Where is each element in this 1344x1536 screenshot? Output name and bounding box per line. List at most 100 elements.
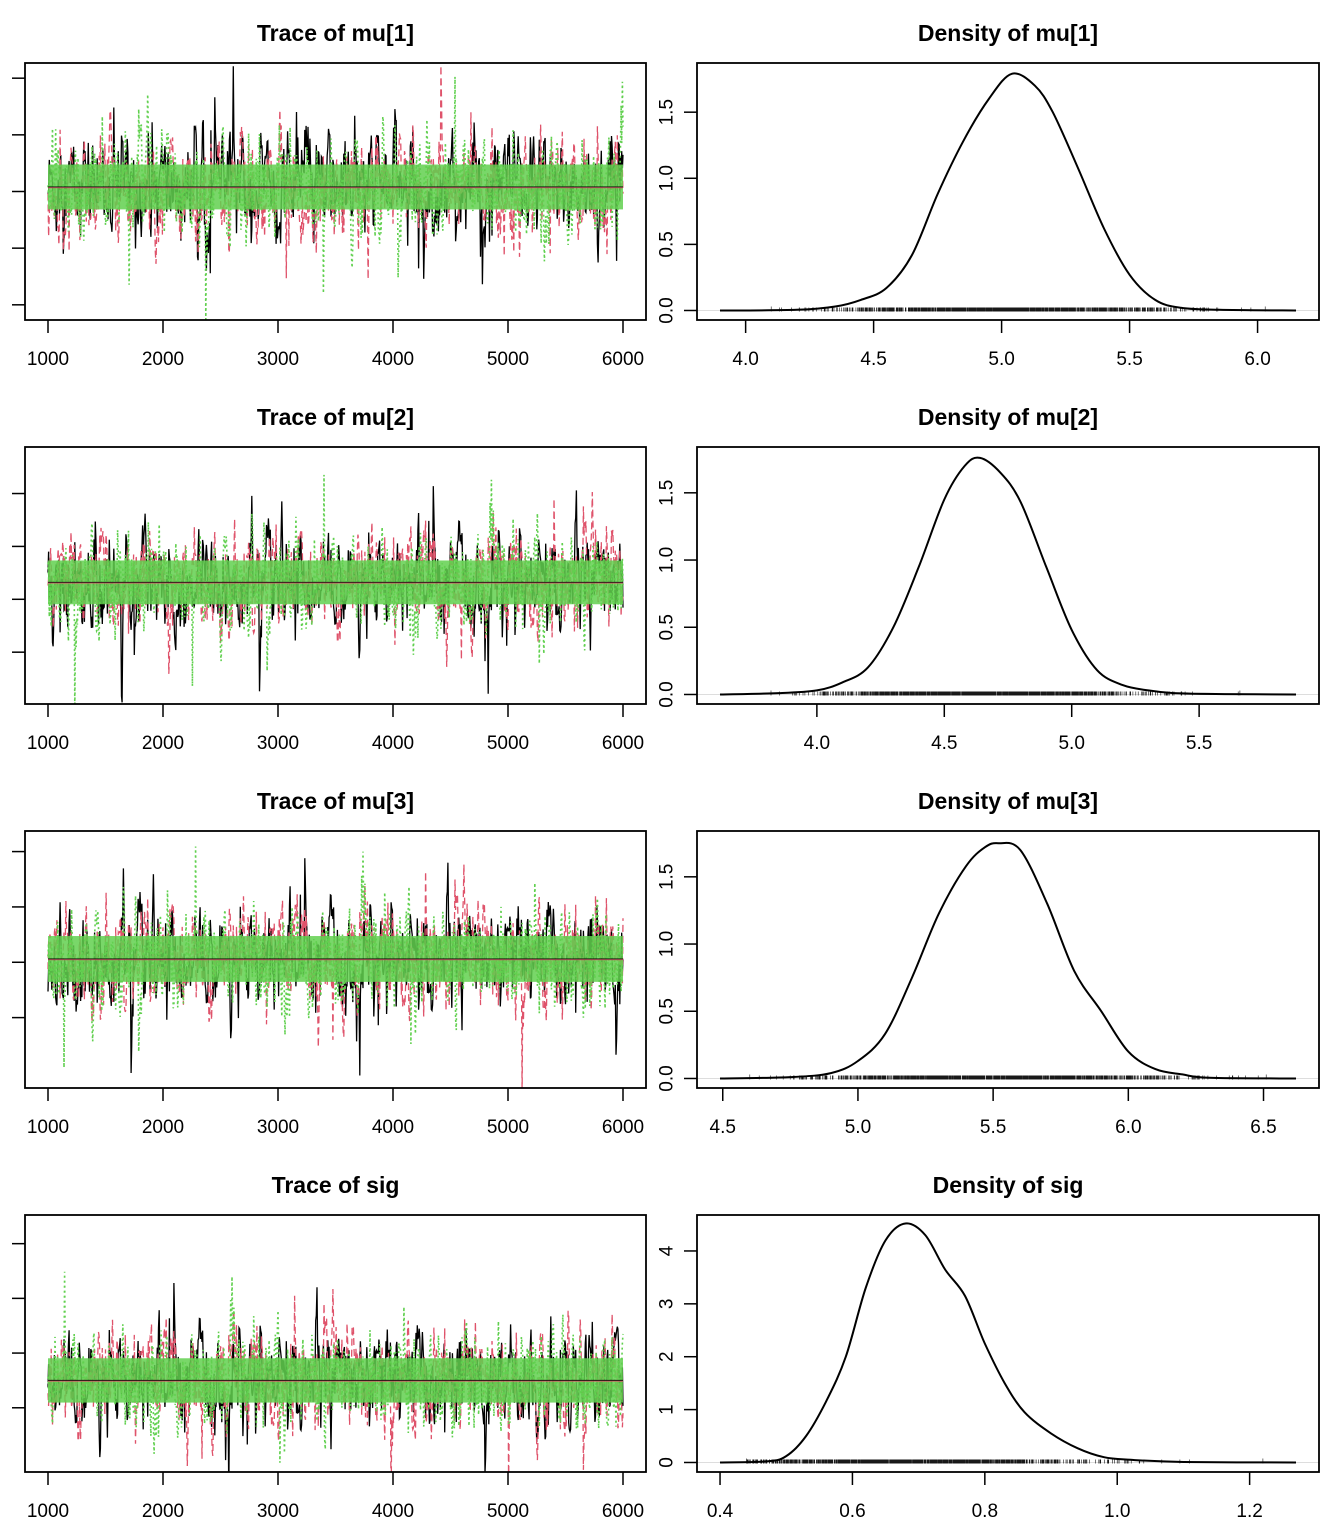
x-tick-label: 6000 bbox=[602, 1117, 644, 1138]
plot-area bbox=[47, 846, 624, 1088]
x-tick-label: 2000 bbox=[142, 1501, 184, 1522]
rug-marks bbox=[746, 1458, 1264, 1464]
x-tick-label: 4000 bbox=[372, 1117, 414, 1138]
chart-title: Trace of mu[1] bbox=[257, 20, 414, 46]
trace-sig-panel: Trace of sig 1000 2000 3000 4000 5000 6000 bbox=[12, 1172, 647, 1522]
density-mu2-panel: Density of mu[2] 0.0 0.5 1.0 1.5 4.0 4.5 5.0 5.5 bbox=[657, 404, 1320, 754]
x-tick-label: 6.0 bbox=[1115, 1117, 1141, 1138]
x-tick-label: 5000 bbox=[487, 733, 529, 754]
plot-area bbox=[47, 474, 624, 704]
density-curve bbox=[719, 456, 1297, 696]
x-tick-label: 4.5 bbox=[931, 733, 957, 754]
y-tick-label: 0.0 bbox=[657, 1065, 678, 1091]
x-tick-label: 5.0 bbox=[845, 1117, 871, 1138]
trace-line-chain-3 bbox=[47, 1271, 624, 1463]
rug-marks bbox=[770, 306, 1266, 312]
x-tick-label: 5.5 bbox=[1116, 349, 1142, 370]
y-tick-label: 1.0 bbox=[657, 547, 678, 573]
x-tick-label: 6000 bbox=[602, 349, 644, 370]
x-tick-label: 1.2 bbox=[1236, 1501, 1262, 1522]
y-tick-label: 0 bbox=[657, 1457, 678, 1468]
x-tick-label: 1000 bbox=[27, 1501, 69, 1522]
trace-mu3-panel: Trace of mu[3] 1000 2000 3000 4000 5000 6000 bbox=[12, 788, 647, 1138]
x-tick-label: 4.0 bbox=[804, 733, 830, 754]
x-tick-label: 1.0 bbox=[1104, 1501, 1130, 1522]
x-tick-label: 6000 bbox=[602, 733, 644, 754]
chart-title: Density of sig bbox=[933, 1172, 1084, 1198]
y-tick-label: 1 bbox=[657, 1404, 678, 1415]
chart-title: Trace of sig bbox=[272, 1172, 400, 1198]
x-tick-label: 5000 bbox=[487, 349, 529, 370]
x-tick-label: 1000 bbox=[27, 1117, 69, 1138]
x-tick-label: 3000 bbox=[257, 1117, 299, 1138]
y-tick-label: 4 bbox=[657, 1245, 678, 1256]
x-tick-label: 4000 bbox=[372, 349, 414, 370]
rug-marks bbox=[770, 690, 1241, 696]
y-tick-label: 1.0 bbox=[657, 165, 678, 191]
x-tick-label: 5.0 bbox=[1058, 733, 1084, 754]
density-curve bbox=[719, 72, 1297, 312]
y-tick-label: 1.5 bbox=[657, 864, 678, 890]
x-tick-label: 0.6 bbox=[839, 1501, 865, 1522]
x-tick-label: 5000 bbox=[487, 1501, 529, 1522]
chart-title: Trace of mu[3] bbox=[257, 788, 414, 814]
trace-mu2-panel: Trace of mu[2] 1000 2000 3000 4000 5000 6000 bbox=[12, 404, 647, 754]
x-tick-label: 4.0 bbox=[732, 349, 758, 370]
density-curve bbox=[719, 841, 1297, 1080]
y-tick-label: 1.0 bbox=[657, 931, 678, 957]
plot-frame bbox=[24, 830, 647, 1089]
plot-frame bbox=[24, 446, 647, 705]
plot-area bbox=[697, 72, 1319, 312]
density-sig-panel: Density of sig 0 1 2 3 4 0.4 0.6 0.8 1.0 1.2 bbox=[657, 1172, 1320, 1522]
x-tick-label: 3000 bbox=[257, 349, 299, 370]
x-tick-label: 5.5 bbox=[1186, 733, 1212, 754]
y-tick-label: 3 bbox=[657, 1299, 678, 1310]
y-tick-label: 0.5 bbox=[657, 231, 678, 257]
x-tick-label: 4000 bbox=[372, 733, 414, 754]
y-tick-label: 2 bbox=[657, 1351, 678, 1362]
x-tick-label: 2000 bbox=[142, 733, 184, 754]
y-tick-label: 0.5 bbox=[657, 614, 678, 640]
x-tick-label: 5.5 bbox=[980, 1117, 1006, 1138]
plot-frame bbox=[696, 830, 1320, 1089]
y-tick-label: 0.0 bbox=[657, 297, 678, 323]
x-tick-label: 1000 bbox=[27, 733, 69, 754]
x-tick-label: 4000 bbox=[372, 1501, 414, 1522]
rug-marks bbox=[749, 1074, 1267, 1080]
chart-title: Density of mu[3] bbox=[918, 788, 1098, 814]
plot-frame bbox=[696, 62, 1320, 321]
trace-line-chain-3 bbox=[47, 76, 624, 320]
y-tick-label: 0.5 bbox=[657, 998, 678, 1024]
x-tick-label: 4.5 bbox=[710, 1117, 736, 1138]
density-mu1-panel: Density of mu[1] 0.0 0.5 1.0 1.5 4.0 4.5 5.0 5.5… bbox=[657, 20, 1320, 370]
x-tick-label: 1000 bbox=[27, 349, 69, 370]
x-tick-label: 2000 bbox=[142, 349, 184, 370]
plot-area bbox=[47, 65, 624, 320]
plot-frame bbox=[24, 1214, 647, 1473]
chart-title: Trace of mu[2] bbox=[257, 404, 414, 430]
x-tick-label: 4.5 bbox=[860, 349, 886, 370]
y-tick-label: 0.0 bbox=[657, 681, 678, 707]
plot-frame bbox=[696, 1214, 1320, 1473]
x-tick-label: 3000 bbox=[257, 733, 299, 754]
x-tick-label: 2000 bbox=[142, 1117, 184, 1138]
chart-title: Density of mu[1] bbox=[918, 20, 1098, 46]
density-curve bbox=[719, 1222, 1297, 1464]
plot-area bbox=[697, 1222, 1319, 1464]
x-tick-label: 6000 bbox=[602, 1501, 644, 1522]
x-tick-label: 5.0 bbox=[988, 349, 1014, 370]
x-tick-label: 0.4 bbox=[707, 1501, 734, 1522]
x-tick-label: 6.5 bbox=[1250, 1117, 1276, 1138]
plot-area bbox=[697, 841, 1319, 1080]
plot-frame bbox=[24, 62, 647, 321]
plot-area bbox=[47, 1271, 624, 1472]
plot-frame bbox=[696, 446, 1320, 705]
y-tick-label: 1.5 bbox=[657, 99, 678, 125]
trace-mu1-panel: Trace of mu[1] 1000 2000 3000 4000 5000 6000 bbox=[12, 20, 647, 370]
x-tick-label: 6.0 bbox=[1244, 349, 1270, 370]
x-tick-label: 5000 bbox=[487, 1117, 529, 1138]
y-tick-label: 1.5 bbox=[657, 480, 678, 506]
chart-title: Density of mu[2] bbox=[918, 404, 1098, 430]
x-tick-label: 0.8 bbox=[972, 1501, 998, 1522]
